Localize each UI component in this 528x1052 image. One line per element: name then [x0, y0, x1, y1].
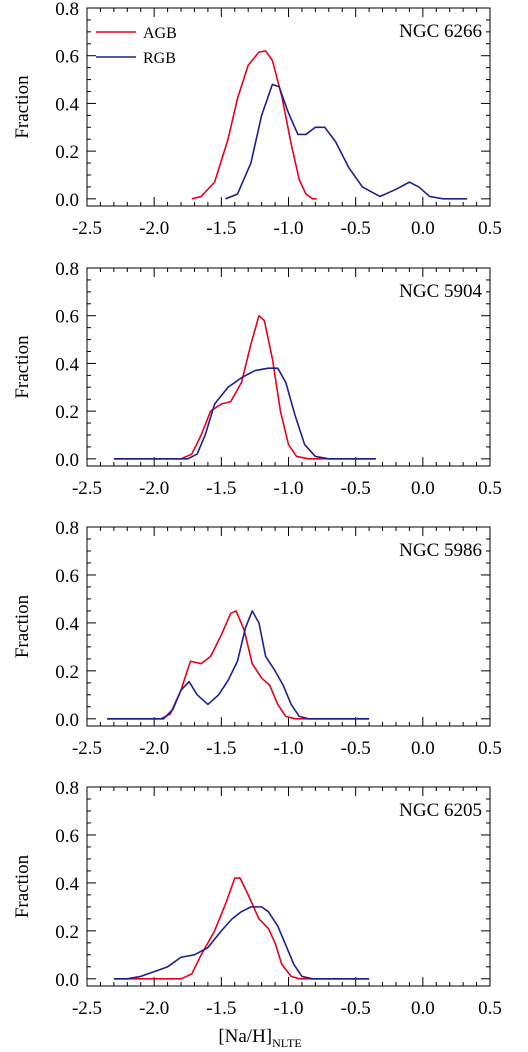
y-tick-label: 0.4 — [55, 614, 79, 635]
series-line-agb — [107, 610, 370, 720]
x-tick-label: -1.0 — [273, 998, 303, 1019]
x-tick-label: -1.5 — [206, 738, 236, 759]
panel-title: NGC 5904 — [399, 281, 482, 302]
x-tick-label: -1.5 — [206, 998, 236, 1019]
series-line-rgb — [107, 610, 370, 720]
x-tick-label: -2.5 — [72, 478, 102, 499]
y-tick-label: 0.2 — [55, 922, 79, 943]
y-tick-label: 0.4 — [55, 874, 79, 895]
y-tick-label: 0.4 — [55, 354, 79, 375]
y-tick-label: 0.0 — [55, 970, 79, 991]
chart-panel-3: -2.5 -2.0 -1.5 -1.0 -0.5 0.0 0.5 0.0 0.2 0.4 0.6 0.… — [12, 518, 502, 759]
x-tick-label: -1.5 — [206, 478, 236, 499]
y-tick-label: 0.2 — [55, 662, 79, 683]
series-line-agb — [113, 877, 370, 980]
x-axis-label: [Na/H]NLTE — [218, 1026, 301, 1050]
x-tick-label: -1.0 — [273, 738, 303, 759]
series-line-agb — [113, 314, 376, 460]
x-tick-label: -2.0 — [139, 218, 169, 239]
x-tick-label: -2.0 — [139, 998, 169, 1019]
panel-title: NGC 6205 — [399, 800, 482, 821]
x-tick-label: 0.5 — [478, 218, 502, 239]
x-tick-label: 0.0 — [411, 478, 435, 499]
x-axis-label-main: [Na/H] — [218, 1026, 272, 1047]
y-tick-label: 0.2 — [55, 402, 79, 423]
x-tick-label: 0.0 — [411, 738, 435, 759]
x-tick-label: -2.0 — [139, 478, 169, 499]
y-tick-label: 0.4 — [55, 94, 79, 115]
y-axis-label: Fraction — [12, 854, 33, 918]
chart-panel-2: -2.5 -2.0 -1.5 -1.0 -0.5 0.0 0.5 0.0 0.2 0.4 0.6 0.… — [12, 259, 502, 499]
x-tick-label: -2.0 — [139, 738, 169, 759]
x-tick-label: 0.0 — [411, 998, 435, 1019]
y-tick-label: 0.8 — [55, 778, 79, 799]
x-tick-label: -2.5 — [72, 218, 102, 239]
x-tick-label: 0.5 — [478, 998, 502, 1019]
x-tick-label: -0.5 — [341, 478, 371, 499]
x-tick-label: -0.5 — [341, 998, 371, 1019]
x-tick-label: 0.5 — [478, 738, 502, 759]
series-line-rgb — [113, 906, 370, 980]
series-line-agb — [191, 50, 317, 200]
y-tick-label: 0.6 — [55, 826, 79, 847]
chart-panel-1: -2.5 -2.0 -1.5 -1.0 -0.5 0.0 0.5 0.0 0.2 0.4 0.6 0.… — [12, 0, 502, 239]
y-axis-label: Fraction — [12, 335, 33, 399]
series-line-rgb — [113, 367, 376, 460]
y-tick-label: 0.8 — [55, 518, 79, 539]
chart-panel-4: -2.5 -2.0 -1.5 -1.0 -0.5 0.0 0.5 0.0 0.2 0.4 0.6 0.… — [12, 778, 502, 1050]
x-axis-label-subscript: NLTE — [272, 1036, 302, 1050]
x-tick-label: 0.0 — [411, 218, 435, 239]
y-tick-label: 0.0 — [55, 710, 79, 731]
y-axis-label: Fraction — [12, 75, 33, 139]
legend-label-rgb: RGB — [143, 50, 176, 67]
x-tick-label: -1.0 — [273, 218, 303, 239]
x-tick-label: -2.5 — [72, 738, 102, 759]
y-tick-label: 0.6 — [55, 566, 79, 587]
legend-label-agb: AGB — [143, 25, 177, 42]
y-tick-label: 0.2 — [55, 142, 79, 163]
y-tick-label: 0.6 — [55, 47, 79, 68]
panel-title: NGC 5986 — [399, 540, 482, 561]
y-tick-label: 0.8 — [55, 0, 79, 20]
x-tick-label: -2.5 — [72, 998, 102, 1019]
y-tick-label: 0.0 — [55, 450, 79, 471]
x-tick-label: 0.5 — [478, 478, 502, 499]
panel-title: NGC 6266 — [399, 21, 482, 42]
x-tick-label: -1.0 — [273, 478, 303, 499]
x-tick-label: -0.5 — [341, 738, 371, 759]
x-tick-label: -1.5 — [206, 218, 236, 239]
y-tick-label: 0.0 — [55, 190, 79, 211]
y-tick-label: 0.8 — [55, 259, 79, 280]
y-tick-label: 0.6 — [55, 307, 79, 328]
y-axis-label: Fraction — [12, 594, 33, 658]
series-line-rgb — [225, 83, 468, 200]
x-tick-label: -0.5 — [341, 218, 371, 239]
